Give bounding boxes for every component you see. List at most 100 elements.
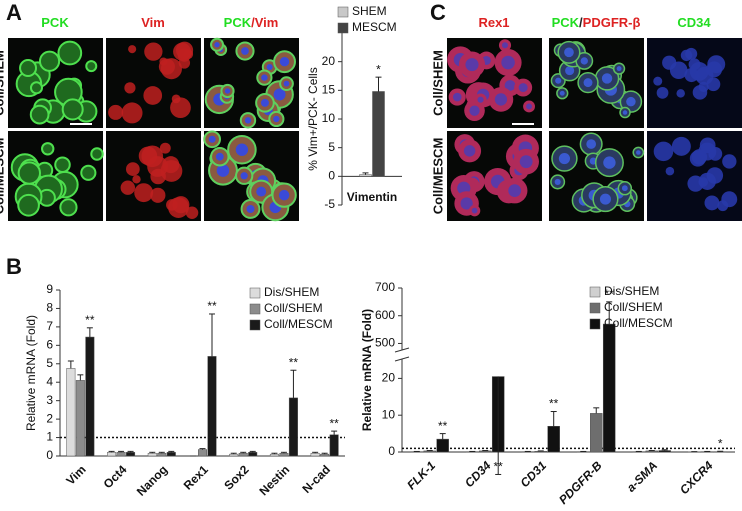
y-tick-label: 3 <box>46 393 53 407</box>
y-tick-label: 15 <box>322 83 336 97</box>
significance-label: ** <box>207 299 217 313</box>
y-tick-label: 1 <box>46 430 53 444</box>
bar <box>269 453 279 457</box>
nucleus <box>621 185 628 192</box>
nucleus <box>266 63 273 71</box>
bar <box>479 450 492 453</box>
cell <box>120 180 136 195</box>
cell <box>695 66 714 85</box>
micrograph <box>8 131 104 221</box>
header-part: PDGFR-β <box>583 15 641 30</box>
cell <box>57 40 83 66</box>
legend-label: Coll/SHEM <box>264 301 323 315</box>
column-header: Vim <box>141 15 165 30</box>
panel-letter: C <box>430 0 446 25</box>
legend-swatch <box>249 319 261 331</box>
bar <box>85 336 95 457</box>
cell <box>185 206 199 220</box>
micrograph <box>106 131 201 221</box>
legend-label: Dis/SHEM <box>264 285 319 299</box>
cell <box>108 104 124 120</box>
cell <box>150 168 166 185</box>
y-tick-label: -5 <box>324 197 335 211</box>
nucleus <box>224 88 231 94</box>
cell <box>17 161 42 185</box>
significance-label: * <box>718 436 723 450</box>
nucleus <box>501 42 509 49</box>
legend-swatch <box>337 22 349 34</box>
header-part: Rex1 <box>478 15 509 30</box>
significance-label: ** <box>605 287 615 301</box>
y-tick-label: 5 <box>328 140 335 154</box>
y-tick-label: 2 <box>46 411 53 425</box>
nucleus <box>273 115 280 123</box>
legend-label: Dis/SHEM <box>604 284 659 298</box>
bar <box>207 356 217 457</box>
y-tick-label: 0 <box>328 169 335 183</box>
cell <box>41 142 55 156</box>
nucleus <box>586 139 597 149</box>
significance-label: ** <box>494 460 504 474</box>
y-tick-label: 10 <box>382 407 396 421</box>
legend-swatch <box>337 6 349 18</box>
axis-break-gap <box>396 350 408 359</box>
nucleus <box>469 105 480 116</box>
cell <box>158 58 175 75</box>
nucleus <box>616 66 622 72</box>
bar <box>279 452 289 457</box>
nucleus <box>580 57 588 65</box>
y-tick-label: 500 <box>375 336 395 350</box>
nucleus <box>214 42 220 48</box>
cell <box>54 156 71 173</box>
cell <box>143 86 163 105</box>
cell <box>656 86 669 99</box>
y-tick-label: 6 <box>46 338 53 352</box>
legend-swatch <box>589 302 601 314</box>
cell <box>17 193 40 217</box>
legend-swatch <box>249 303 261 315</box>
panel-letter: B <box>6 254 22 279</box>
bar <box>288 397 298 457</box>
nucleus <box>636 150 641 155</box>
bar <box>436 438 449 453</box>
bar <box>372 91 385 177</box>
cell <box>687 175 704 192</box>
bar <box>359 174 372 177</box>
micrograph <box>549 131 645 221</box>
column-header: Rex1 <box>478 15 509 30</box>
cell <box>141 145 164 168</box>
bar <box>198 449 207 457</box>
bar <box>75 380 85 457</box>
y-axis-label: % Vim+/PCK- Cells <box>306 67 320 170</box>
bar <box>320 453 330 457</box>
nucleus <box>626 96 636 107</box>
nucleus <box>261 74 268 81</box>
cell <box>19 59 38 78</box>
bar <box>645 450 658 453</box>
row-label: Coll/MESCM <box>430 138 445 215</box>
nucleus <box>526 103 533 110</box>
nucleus <box>471 207 478 214</box>
bar <box>658 450 671 453</box>
column-header: CD34 <box>677 15 711 30</box>
micrograph <box>647 38 742 128</box>
cell <box>671 136 691 156</box>
nucleus <box>599 193 611 205</box>
y-tick-label: 0 <box>46 448 53 462</box>
panel-letter: A <box>6 0 22 25</box>
bar <box>116 452 126 457</box>
bar <box>166 452 176 457</box>
row-label: Coll/SHEM <box>0 50 6 116</box>
y-tick-label: 5 <box>46 356 53 370</box>
nucleus <box>244 117 252 124</box>
legend-label: MESCM <box>352 20 397 34</box>
nucleus <box>559 90 565 96</box>
nucleus <box>256 186 267 197</box>
cell <box>80 164 97 181</box>
y-tick-label: 0 <box>388 444 395 458</box>
significance-label: ** <box>289 355 299 369</box>
cell <box>653 141 674 162</box>
significance-label: * <box>376 62 381 76</box>
cell <box>721 191 738 208</box>
